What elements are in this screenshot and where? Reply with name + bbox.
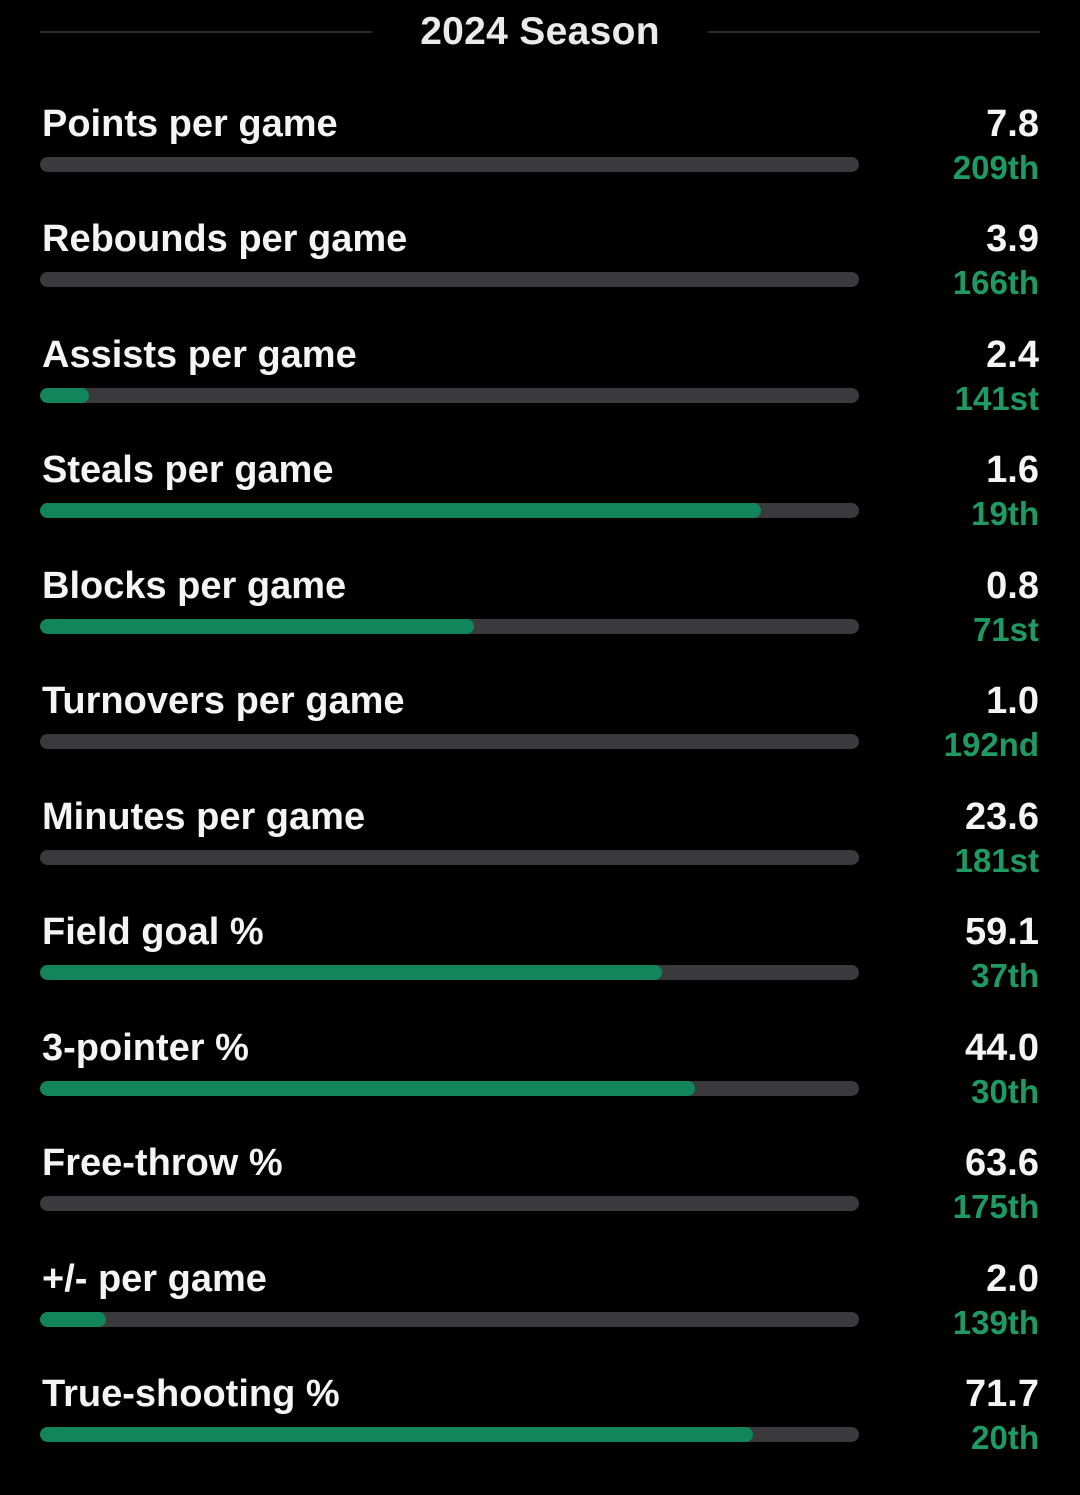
stat-label: Blocks per game [42,565,347,607]
stat-row: Steals per game 1.6 19th [0,447,1080,563]
stat-value: 3.9 [986,218,1039,260]
stat-label: Turnovers per game [42,680,405,722]
stat-label: Field goal % [42,911,264,953]
stat-rank: 175th [952,1188,1039,1225]
stat-value: 63.6 [965,1142,1039,1184]
percentile-bar-track [40,1427,859,1442]
header-divider-right [708,31,1040,33]
percentile-bar-track [40,1081,859,1096]
stat-value: 44.0 [965,1027,1039,1069]
stat-value: 7.8 [986,103,1039,145]
stat-rank: 30th [971,1073,1039,1110]
stat-row: 3-pointer % 44.0 30th [0,1025,1080,1141]
percentile-bar-track [40,157,859,172]
percentile-bar-track [40,1196,859,1211]
percentile-bar-fill [40,1312,106,1327]
stat-value: 0.8 [986,565,1039,607]
stat-row: Minutes per game 23.6 181st [0,794,1080,910]
percentile-bar-track [40,272,859,287]
percentile-bar-fill [40,503,761,518]
stat-value: 23.6 [965,796,1039,838]
stat-label: Minutes per game [42,796,366,838]
percentile-bar-track [40,1312,859,1327]
stat-rank: 192nd [943,726,1039,763]
stat-value: 1.6 [986,449,1039,491]
stat-value: 2.0 [986,1258,1039,1300]
season-header: 2024 Season [0,0,1080,66]
stat-rank: 71st [972,611,1039,648]
stat-rank: 181st [954,842,1039,879]
stat-value: 1.0 [986,680,1039,722]
stat-label: Rebounds per game [42,218,408,260]
stat-label: +/- per game [42,1258,267,1300]
percentile-bar-track [40,503,859,518]
percentile-bar-track [40,850,859,865]
stat-rank: 20th [971,1419,1039,1456]
stat-rank: 166th [952,264,1039,301]
percentile-bar-fill [40,388,89,403]
percentile-bar-fill [40,1081,695,1096]
stat-label: Steals per game [42,449,334,491]
stat-label: Points per game [42,103,338,145]
stat-value: 59.1 [965,911,1039,953]
header-divider-left [40,31,372,33]
stat-row: True-shooting % 71.7 20th [0,1371,1080,1487]
percentile-bar-track [40,388,859,403]
stat-label: 3-pointer % [42,1027,249,1069]
percentile-bar-track [40,965,859,980]
percentile-bar-fill [40,965,662,980]
stat-rank: 139th [952,1304,1039,1341]
stat-row: Assists per game 2.4 141st [0,332,1080,448]
stat-row: Free-throw % 63.6 175th [0,1140,1080,1256]
stat-row: +/- per game 2.0 139th [0,1256,1080,1372]
stat-value: 71.7 [965,1373,1039,1415]
stat-rank: 209th [952,149,1039,186]
stat-rank: 141st [954,380,1039,417]
stat-row: Field goal % 59.1 37th [0,909,1080,1025]
percentile-bar-track [40,619,859,634]
stat-row: Points per game 7.8 209th [0,101,1080,217]
stat-rank: 37th [971,957,1039,994]
stat-label: Assists per game [42,334,357,376]
stat-label: True-shooting % [42,1373,340,1415]
percentile-bar-fill [40,1427,753,1442]
stat-label: Free-throw % [42,1142,283,1184]
stat-row: Rebounds per game 3.9 166th [0,216,1080,332]
stat-rank: 19th [971,495,1039,532]
season-title: 2024 Season [420,10,660,53]
stat-row: Turnovers per game 1.0 192nd [0,678,1080,794]
percentile-bar-track [40,734,859,749]
percentile-bar-fill [40,619,474,634]
stat-row: Blocks per game 0.8 71st [0,563,1080,679]
stat-value: 2.4 [986,334,1039,376]
